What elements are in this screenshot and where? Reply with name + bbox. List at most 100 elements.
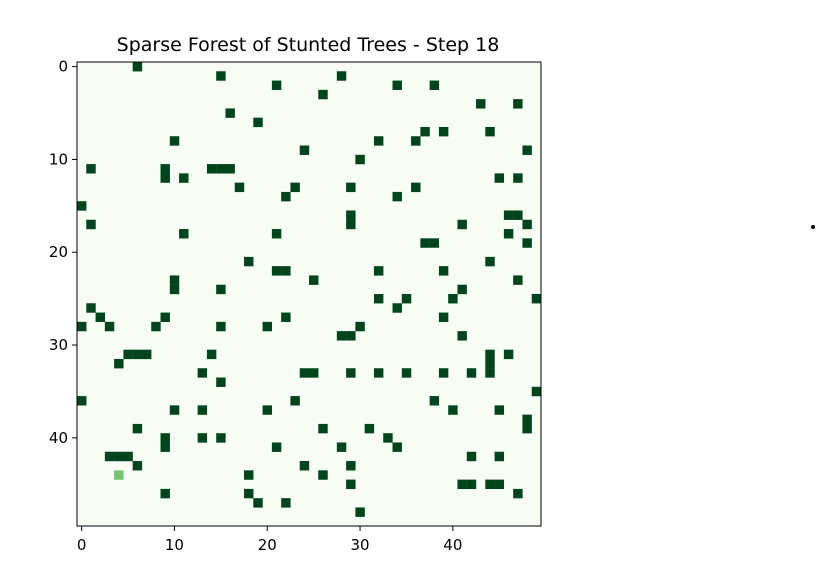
tree-cell [271,80,282,90]
tree-cell [392,303,402,313]
tree-cell [141,349,152,360]
y-tick-label: 40 [49,429,68,447]
tree-cell [160,488,170,499]
tree-cell [160,164,170,174]
tree-cell [503,229,514,239]
tree-cell [373,294,384,304]
tree-cell [373,368,384,378]
tree-cell [179,173,189,183]
tree-cell [244,256,254,267]
tree-cell [485,349,495,360]
tree-cell [281,266,291,276]
tree-cell [392,80,402,90]
tree-cell [281,312,291,322]
tree-cell [513,210,523,220]
tree-cell [485,368,495,378]
tree-cell [309,275,319,285]
tree-cell [364,423,375,434]
tree-cell [151,321,161,332]
tree-cell [522,219,532,230]
x-tick-label: 40 [443,536,462,554]
tree-cell [373,266,384,276]
tree-cell [373,136,384,146]
tree-cell [355,154,365,165]
tree-cell [457,219,467,230]
stray-dot [811,225,815,229]
tree-cell [522,238,532,248]
tree-cell [485,358,495,369]
tree-cell [197,368,208,378]
tree-cell [169,284,180,295]
tree-cell [281,191,291,202]
tree-cell [466,368,477,378]
tree-cell [197,433,208,443]
tree-cell [160,433,170,443]
tree-cell [123,349,133,360]
tree-cell [132,62,143,72]
cell-layer [77,62,542,517]
chart-title: Sparse Forest of Stunted Trees - Step 18 [117,34,500,56]
tree-cell [160,442,170,452]
tree-cell [392,442,402,452]
tree-cell [522,145,532,155]
tree-cell [206,349,217,360]
tree-cell [179,229,189,239]
tree-cell [299,368,310,378]
tree-cell [160,173,170,183]
tree-cell [86,303,96,313]
tree-cell [271,442,282,452]
tree-cell [457,284,467,295]
x-tick-label: 30 [350,536,369,554]
tree-cell [513,488,523,499]
tree-cell [253,117,263,128]
tree-cell [309,368,319,378]
tree-cell [104,451,115,462]
tree-cell [234,182,245,193]
tree-cell [169,136,180,146]
tree-cell [383,433,393,443]
tree-cell [411,182,421,193]
tree-cell [503,349,514,360]
y-tick-label: 30 [49,336,68,354]
tree-cell [420,126,430,137]
tree-cell [346,331,356,341]
tree-cell [346,461,356,471]
tree-cell [132,423,143,434]
tree-cell [216,164,226,174]
tree-cell [485,126,495,137]
tree-cell [429,396,440,406]
tree-cell [77,321,87,332]
tree-cell [522,414,532,425]
tree-cell [132,461,143,471]
tree-cell [513,99,523,109]
tree-cell [346,210,356,220]
tree-cell [262,405,273,415]
tree-cell [336,442,347,452]
tree-cell [299,461,310,471]
tree-cell [77,201,87,211]
tree-cell [160,312,170,322]
tree-cell [95,312,105,322]
tree-cell [531,294,542,304]
tree-cell [401,368,412,378]
tree-cell [494,479,505,490]
tree-cell [86,219,96,230]
tree-cell [420,238,430,248]
tree-cell [290,182,300,193]
x-tick-label: 20 [258,536,277,554]
x-tick-label: 0 [77,536,87,554]
tree-cell [271,266,282,276]
tree-cell [244,488,254,499]
tree-cell [429,238,440,248]
tree-cell [485,479,495,490]
tree-cell [346,368,356,378]
tree-cell [355,321,365,332]
tree-cell [513,173,523,183]
x-axis: 0 10 20 30 40 [77,526,462,554]
tree-cell [494,451,505,462]
sapling-cell [114,470,124,480]
tree-cell [169,405,180,415]
tree-cell [438,266,449,276]
tree-cell [513,275,523,285]
